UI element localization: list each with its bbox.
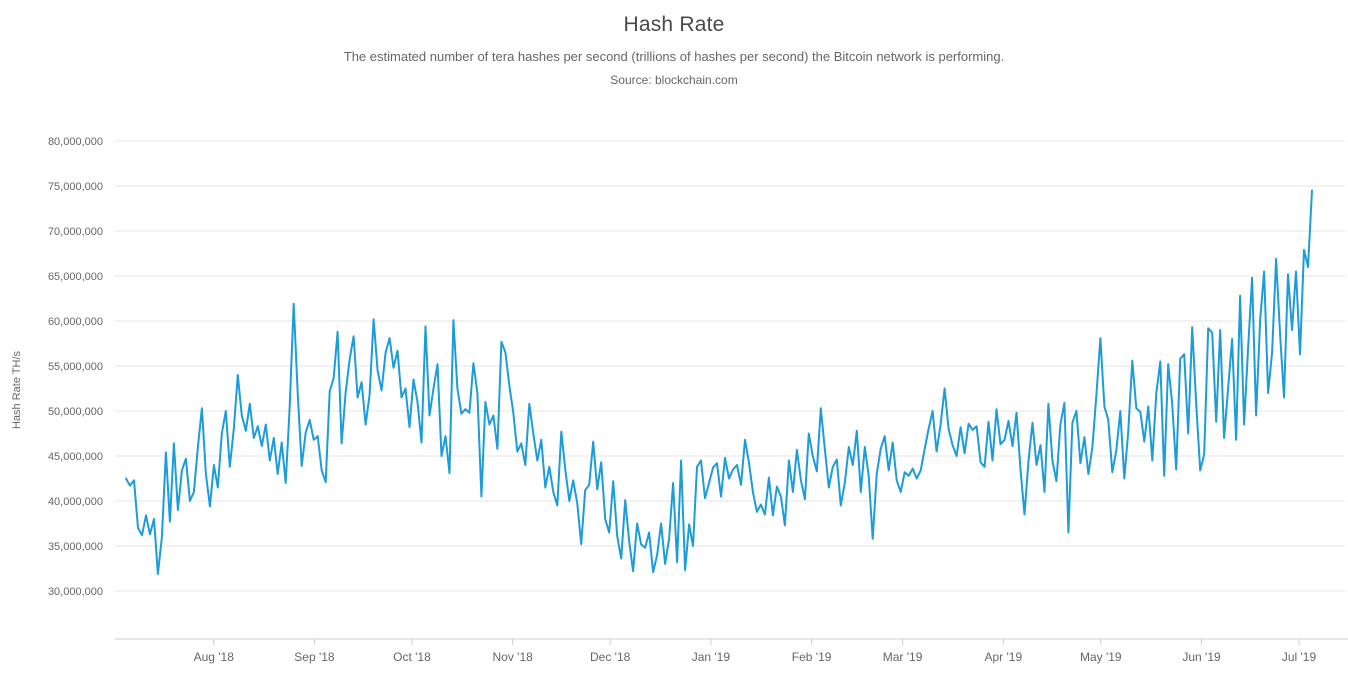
x-tick-label: May '19 — [1080, 650, 1122, 664]
y-tick-label: 55,000,000 — [48, 361, 103, 373]
x-tick-label: Dec '18 — [590, 650, 631, 664]
chart-subtitle: The estimated number of tera hashes per … — [343, 49, 1005, 64]
y-tick-label: 45,000,000 — [48, 451, 103, 463]
x-tick-label: Apr '19 — [984, 650, 1022, 664]
y-tick-label: 80,000,000 — [48, 136, 103, 148]
x-tick-label: Sep '18 — [294, 650, 335, 664]
hash-rate-series-line — [125, 189, 1313, 575]
chart-title: Hash Rate — [623, 13, 725, 36]
y-tick-label: 40,000,000 — [48, 496, 103, 508]
y-tick-label: 30,000,000 — [48, 586, 103, 598]
x-tick-label: Nov '18 — [493, 650, 534, 664]
x-tick-label: Oct '18 — [393, 650, 431, 664]
chart-header: Hash Rate The estimated number of tera h… — [0, 0, 1348, 87]
x-tick-label: Feb '19 — [792, 650, 832, 664]
y-tick-label: 35,000,000 — [48, 541, 103, 553]
chart-source: Source: blockchain.com — [610, 73, 738, 87]
y-axis-title: Hash Rate TH/s — [11, 350, 23, 429]
x-tick-label: Jan '19 — [692, 650, 731, 664]
x-tick-label: Jun '19 — [1182, 650, 1221, 664]
y-tick-label: 70,000,000 — [48, 226, 103, 238]
y-tick-label: 60,000,000 — [48, 316, 103, 328]
x-tick-label: Mar '19 — [883, 650, 923, 664]
x-tick-label: Jul '19 — [1282, 650, 1317, 664]
y-tick-label: 75,000,000 — [48, 181, 103, 193]
x-tick-label: Aug '18 — [194, 650, 235, 664]
y-tick-label: 50,000,000 — [48, 406, 103, 418]
y-tick-label: 65,000,000 — [48, 271, 103, 283]
